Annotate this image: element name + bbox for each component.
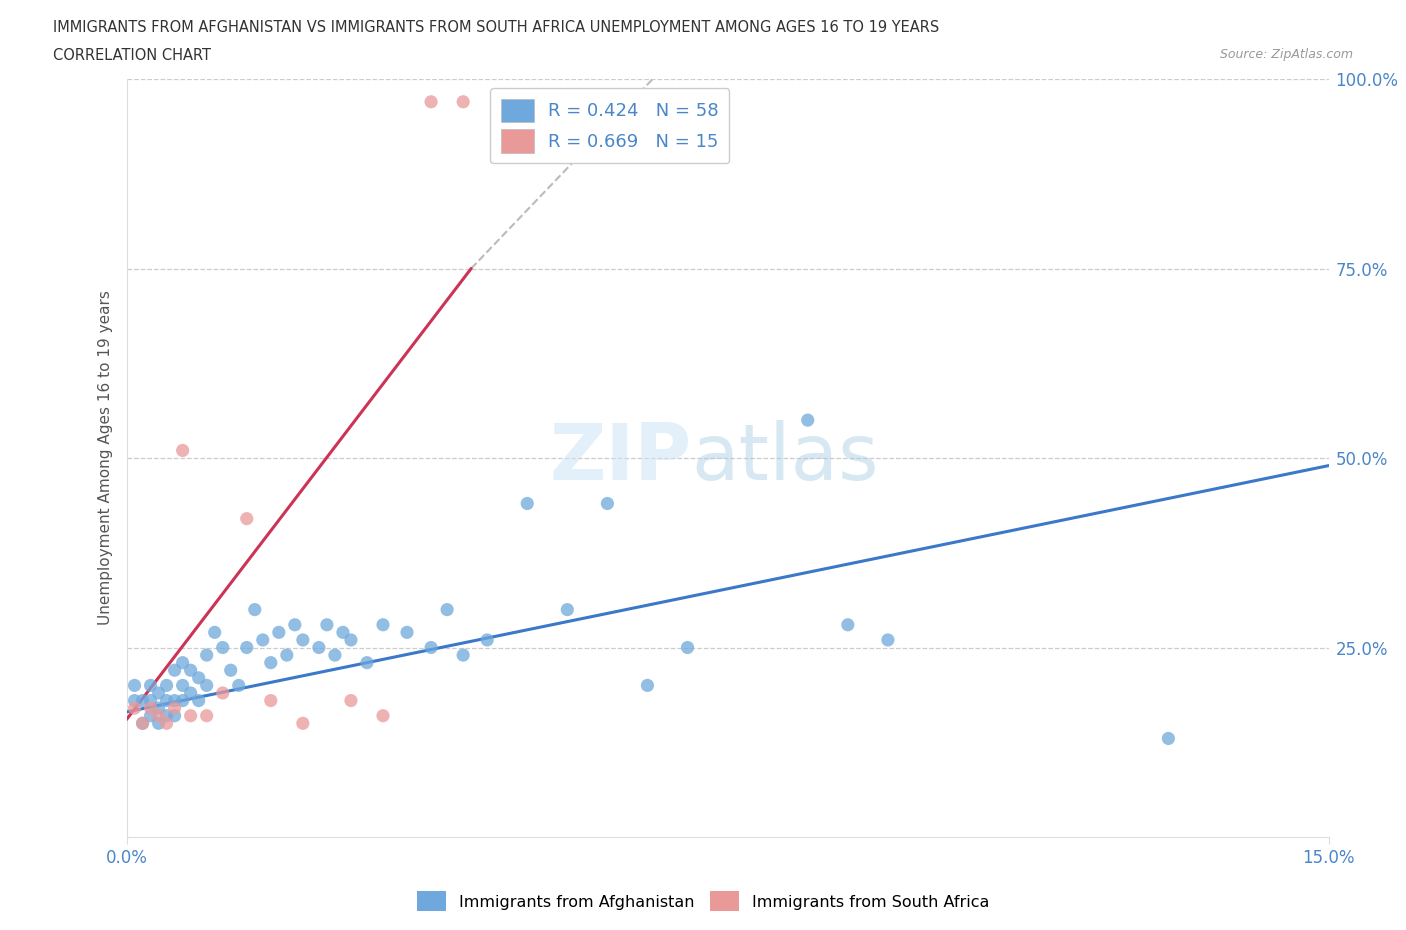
Point xyxy=(340,693,363,708)
Point xyxy=(332,625,354,640)
Y-axis label: Unemployment Among Ages 16 to 19 years: Unemployment Among Ages 16 to 19 years xyxy=(97,290,112,626)
Point xyxy=(180,663,202,678)
Point xyxy=(148,700,170,715)
Point xyxy=(291,632,314,647)
Point xyxy=(436,603,458,618)
Point xyxy=(163,693,186,708)
Point xyxy=(172,443,194,458)
Point xyxy=(308,640,330,655)
Text: ZIP: ZIP xyxy=(550,420,692,496)
Text: IMMIGRANTS FROM AFGHANISTAN VS IMMIGRANTS FROM SOUTH AFRICA UNEMPLOYMENT AMONG A: IMMIGRANTS FROM AFGHANISTAN VS IMMIGRANT… xyxy=(53,20,939,35)
Point xyxy=(516,496,538,511)
Point xyxy=(451,94,474,109)
Point xyxy=(267,625,290,640)
Point xyxy=(219,663,242,678)
Point xyxy=(1157,731,1180,746)
Point xyxy=(211,640,233,655)
Legend: R = 0.424   N = 58, R = 0.669   N = 15: R = 0.424 N = 58, R = 0.669 N = 15 xyxy=(491,88,730,164)
Text: Source: ZipAtlas.com: Source: ZipAtlas.com xyxy=(1219,48,1353,61)
Point xyxy=(139,709,162,724)
Point xyxy=(877,632,900,647)
Point xyxy=(420,94,443,109)
Point xyxy=(180,685,202,700)
Legend: Immigrants from Afghanistan, Immigrants from South Africa: Immigrants from Afghanistan, Immigrants … xyxy=(411,885,995,917)
Point xyxy=(155,678,177,693)
Point xyxy=(276,647,298,662)
Point xyxy=(195,647,218,662)
Point xyxy=(371,709,394,724)
Point xyxy=(139,700,162,715)
Point xyxy=(155,709,177,724)
Point xyxy=(155,716,177,731)
Point xyxy=(371,618,394,632)
Point xyxy=(187,693,209,708)
Point xyxy=(155,693,177,708)
Point xyxy=(131,716,153,731)
Point xyxy=(131,693,153,708)
Point xyxy=(204,625,226,640)
Point xyxy=(260,693,283,708)
Point xyxy=(148,716,170,731)
Point xyxy=(420,640,443,655)
Point xyxy=(235,512,259,526)
Point xyxy=(356,656,378,671)
Point xyxy=(676,640,699,655)
Point xyxy=(451,647,474,662)
Point xyxy=(315,618,337,632)
Point xyxy=(139,693,162,708)
Point xyxy=(195,709,218,724)
Point xyxy=(180,709,202,724)
Point xyxy=(163,709,186,724)
Point xyxy=(323,647,346,662)
Point xyxy=(163,663,186,678)
Point xyxy=(284,618,307,632)
Point xyxy=(291,716,314,731)
Point xyxy=(195,678,218,693)
Text: atlas: atlas xyxy=(692,420,879,496)
Point xyxy=(124,678,146,693)
Point xyxy=(243,603,266,618)
Point xyxy=(796,413,818,428)
Point xyxy=(260,656,283,671)
Point xyxy=(124,693,146,708)
Point xyxy=(557,603,579,618)
Point xyxy=(636,678,658,693)
Text: CORRELATION CHART: CORRELATION CHART xyxy=(53,48,211,63)
Point xyxy=(475,632,498,647)
Point xyxy=(124,700,146,715)
Point xyxy=(596,496,619,511)
Point xyxy=(148,685,170,700)
Point xyxy=(252,632,274,647)
Point xyxy=(187,671,209,685)
Point xyxy=(235,640,259,655)
Point xyxy=(228,678,250,693)
Point xyxy=(211,685,233,700)
Point xyxy=(139,678,162,693)
Point xyxy=(131,716,153,731)
Point xyxy=(148,709,170,724)
Point xyxy=(340,632,363,647)
Point xyxy=(172,656,194,671)
Point xyxy=(837,618,859,632)
Point xyxy=(172,693,194,708)
Point xyxy=(396,625,419,640)
Point xyxy=(172,678,194,693)
Point xyxy=(163,700,186,715)
